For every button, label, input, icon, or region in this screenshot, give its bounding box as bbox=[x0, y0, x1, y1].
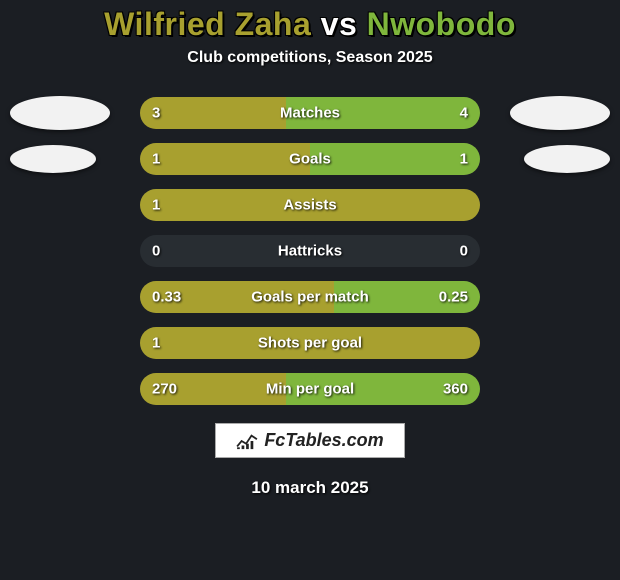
page-title: Wilfried Zaha vs Nwobodo bbox=[104, 6, 516, 43]
player2-name: Nwobodo bbox=[367, 6, 516, 42]
stat-rows: Matches34 Goals11 Assists1 Hattricks0 0 Goals… bbox=[0, 97, 620, 405]
player1-name: Wilfried Zaha bbox=[104, 6, 311, 42]
bar-track: Shots per goal1 bbox=[140, 327, 480, 359]
bar-fill-left bbox=[140, 281, 334, 313]
bar-track: Assists1 bbox=[140, 189, 480, 221]
stat-row: Assists1 bbox=[0, 189, 620, 221]
stat-row: Matches34 bbox=[0, 97, 620, 129]
bar-fill-right bbox=[334, 281, 480, 313]
bar-label: Hattricks bbox=[140, 243, 480, 260]
bar-fill-left bbox=[140, 97, 286, 129]
brand-icon bbox=[236, 432, 258, 450]
player1-badge bbox=[10, 96, 110, 130]
bar-fill-left bbox=[140, 189, 480, 221]
bar-fill-right bbox=[310, 143, 480, 175]
vs-text: vs bbox=[321, 6, 358, 42]
subtitle: Club competitions, Season 2025 bbox=[187, 49, 432, 67]
comparison-card: Wilfried Zaha vs Nwobodo Club competitio… bbox=[0, 0, 620, 580]
brand-text: FcTables.com bbox=[264, 430, 383, 451]
bar-track: Min per goal270360 bbox=[140, 373, 480, 405]
bar-track: Hattricks0 0 bbox=[140, 235, 480, 267]
bar-track: Matches34 bbox=[140, 97, 480, 129]
bar-fill-left bbox=[140, 373, 286, 405]
bar-fill-right bbox=[286, 97, 480, 129]
stat-row: Min per goal270360 bbox=[0, 373, 620, 405]
player1-badge bbox=[10, 145, 96, 173]
player2-badge bbox=[510, 96, 610, 130]
stat-row: Goals per match0.330.25 bbox=[0, 281, 620, 313]
stat-row: Goals11 bbox=[0, 143, 620, 175]
bar-track: Goals per match0.330.25 bbox=[140, 281, 480, 313]
bar-value-right: 0 bbox=[460, 243, 468, 260]
player2-badge bbox=[524, 145, 610, 173]
bar-value-left: 0 bbox=[152, 243, 160, 260]
bar-fill-right bbox=[286, 373, 480, 405]
brand-box: FcTables.com bbox=[215, 423, 404, 458]
date-text: 10 march 2025 bbox=[251, 478, 368, 498]
bar-fill-left bbox=[140, 327, 480, 359]
stat-row: Shots per goal1 bbox=[0, 327, 620, 359]
stat-row: Hattricks0 0 bbox=[0, 235, 620, 267]
bar-track: Goals11 bbox=[140, 143, 480, 175]
bar-fill-left bbox=[140, 143, 310, 175]
